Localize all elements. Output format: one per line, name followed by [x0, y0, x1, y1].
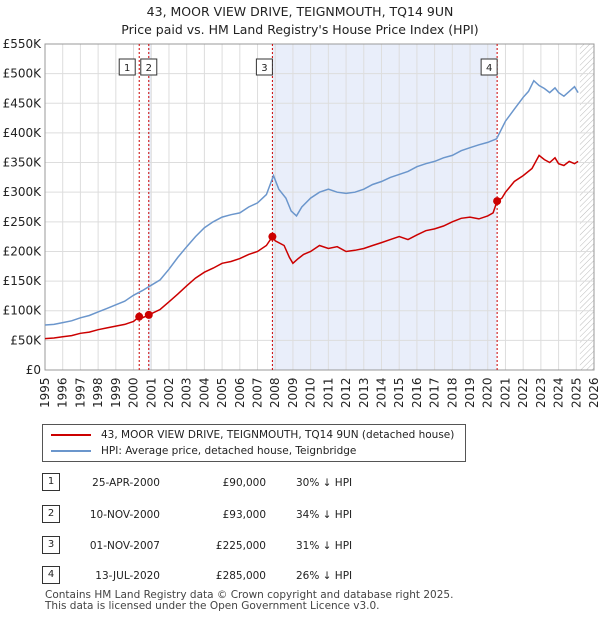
transaction-hpi-diff: 31% ↓ HPI: [296, 540, 353, 552]
x-tick-label: 2015: [392, 377, 406, 408]
transaction-date: 25-APR-2000: [92, 477, 160, 489]
legend-swatch-hpi: [51, 450, 91, 452]
x-tick-label: 2022: [516, 377, 530, 408]
transaction-marker-box: [118, 58, 136, 76]
shaded-period: [272, 44, 497, 370]
x-tick-label: 2026: [587, 377, 600, 408]
legend-label-property: 43, MOOR VIEW DRIVE, TEIGNMOUTH, TQ14 9U…: [101, 429, 455, 441]
transaction-badge: 2: [42, 505, 60, 523]
legend: 43, MOOR VIEW DRIVE, TEIGNMOUTH, TQ14 9U…: [42, 424, 466, 462]
y-tick-label: £150K: [3, 274, 43, 288]
x-tick-label: 2023: [534, 377, 548, 408]
x-tick-label: 1998: [91, 377, 105, 408]
transaction-marker-label: 3: [261, 63, 267, 74]
transaction-marker-box: [480, 58, 498, 76]
footer: Contains HM Land Registry data © Crown c…: [45, 590, 453, 612]
x-tick-label: 2006: [233, 377, 247, 408]
transaction-hpi-diff: 34% ↓ HPI: [296, 509, 353, 521]
transaction-marker-box: [255, 58, 273, 76]
table-row: 1 25-APR-2000 £90,000 30% ↓ HPI: [0, 473, 600, 495]
transaction-date: 10-NOV-2000: [89, 509, 160, 521]
transaction-point: [144, 310, 153, 319]
y-tick-label: £50K: [10, 333, 42, 347]
transaction-marker-label: 1: [124, 63, 130, 74]
x-tick-label: 2024: [552, 377, 566, 408]
table-row: 3 01-NOV-2007 £225,000 31% ↓ HPI: [0, 536, 600, 558]
legend-item-property: 43, MOOR VIEW DRIVE, TEIGNMOUTH, TQ14 9U…: [51, 427, 454, 443]
x-tick-label: 2014: [374, 377, 388, 408]
x-tick-label: 2010: [304, 377, 318, 408]
y-tick-label: £300K: [3, 185, 43, 199]
x-tick-label: 2017: [428, 377, 442, 408]
legend-item-hpi: HPI: Average price, detached house, Teig…: [51, 443, 356, 459]
transaction-hpi-diff: 26% ↓ HPI: [296, 570, 353, 582]
transaction-price: £93,000: [222, 509, 266, 521]
footer-copyright: Contains HM Land Registry data © Crown c…: [45, 589, 454, 601]
legend-label-hpi: HPI: Average price, detached house, Teig…: [101, 445, 357, 457]
x-tick-label: 2009: [286, 377, 300, 408]
x-tick-label: 2020: [481, 377, 495, 408]
x-tick-label: 1995: [38, 377, 52, 408]
transaction-date: 01-NOV-2007: [89, 540, 160, 552]
transaction-badge: 4: [42, 566, 60, 584]
transaction-price: £285,000: [215, 570, 266, 582]
transaction-price: £225,000: [215, 540, 266, 552]
table-row: 4 13-JUL-2020 £285,000 26% ↓ HPI: [0, 566, 600, 588]
x-tick-label: 2018: [445, 377, 459, 408]
y-tick-label: £100K: [3, 304, 43, 318]
x-tick-label: 2019: [463, 377, 477, 408]
transaction-point: [493, 197, 502, 206]
x-tick-label: 2012: [339, 377, 353, 408]
chart-title: 43, MOOR VIEW DRIVE, TEIGNMOUTH, TQ14 9U…: [146, 4, 454, 19]
y-tick-label: £550K: [3, 37, 43, 51]
x-tick-label: 2002: [162, 377, 176, 408]
y-tick-label: £200K: [3, 244, 43, 258]
y-tick-label: £250K: [3, 215, 43, 229]
x-tick-label: 1997: [73, 377, 87, 408]
plot-frame: [44, 43, 595, 371]
x-tick-label: 2021: [498, 377, 512, 408]
price-chart: £0 £50K £100K £150K £200K £250K £300K £350K £400…: [3, 37, 600, 408]
hpi-line: [44, 79, 579, 326]
x-tick-label: 2004: [197, 377, 211, 408]
x-tick-label: 1999: [109, 377, 123, 408]
transaction-badge: 3: [42, 536, 60, 554]
x-tick-label: 2011: [321, 377, 335, 408]
transaction-marker-label: 4: [486, 63, 492, 74]
legend-swatch-property: [51, 434, 91, 436]
transaction-price: £90,000: [222, 477, 266, 489]
footer-license: This data is licensed under the Open Gov…: [45, 600, 380, 612]
x-tick-label: 1996: [56, 377, 70, 408]
x-tick-label: 2001: [144, 377, 158, 408]
y-tick-label: £400K: [3, 126, 43, 140]
transaction-marker-box: [140, 58, 158, 76]
x-tick-label: 2013: [357, 377, 371, 408]
x-tick-label: 2008: [268, 377, 282, 408]
x-tick-label: 2000: [127, 377, 141, 408]
y-tick-label: £450K: [3, 96, 43, 110]
x-tick-label: 2025: [569, 377, 583, 408]
x-tick-label: 2003: [180, 377, 194, 408]
transaction-badge: 1: [42, 473, 60, 491]
transaction-marker-label: 2: [146, 63, 152, 74]
x-tick-label: 2007: [251, 377, 265, 408]
transaction-hpi-diff: 30% ↓ HPI: [296, 477, 353, 489]
transaction-point: [135, 312, 144, 321]
table-row: 2 10-NOV-2000 £93,000 34% ↓ HPI: [0, 505, 600, 527]
x-tick-label: 2005: [215, 377, 229, 408]
y-tick-label: £0: [26, 363, 41, 377]
x-tick-label: 2016: [410, 377, 424, 408]
transaction-point: [268, 232, 277, 241]
transaction-date: 13-JUL-2020: [95, 570, 160, 582]
y-tick-label: £500K: [3, 67, 43, 81]
forecast-hatch: [579, 44, 594, 370]
y-tick-label: £350K: [3, 156, 43, 170]
shaded-period: [148, 44, 152, 370]
chart-subtitle: Price paid vs. HM Land Registry's House …: [121, 22, 479, 37]
